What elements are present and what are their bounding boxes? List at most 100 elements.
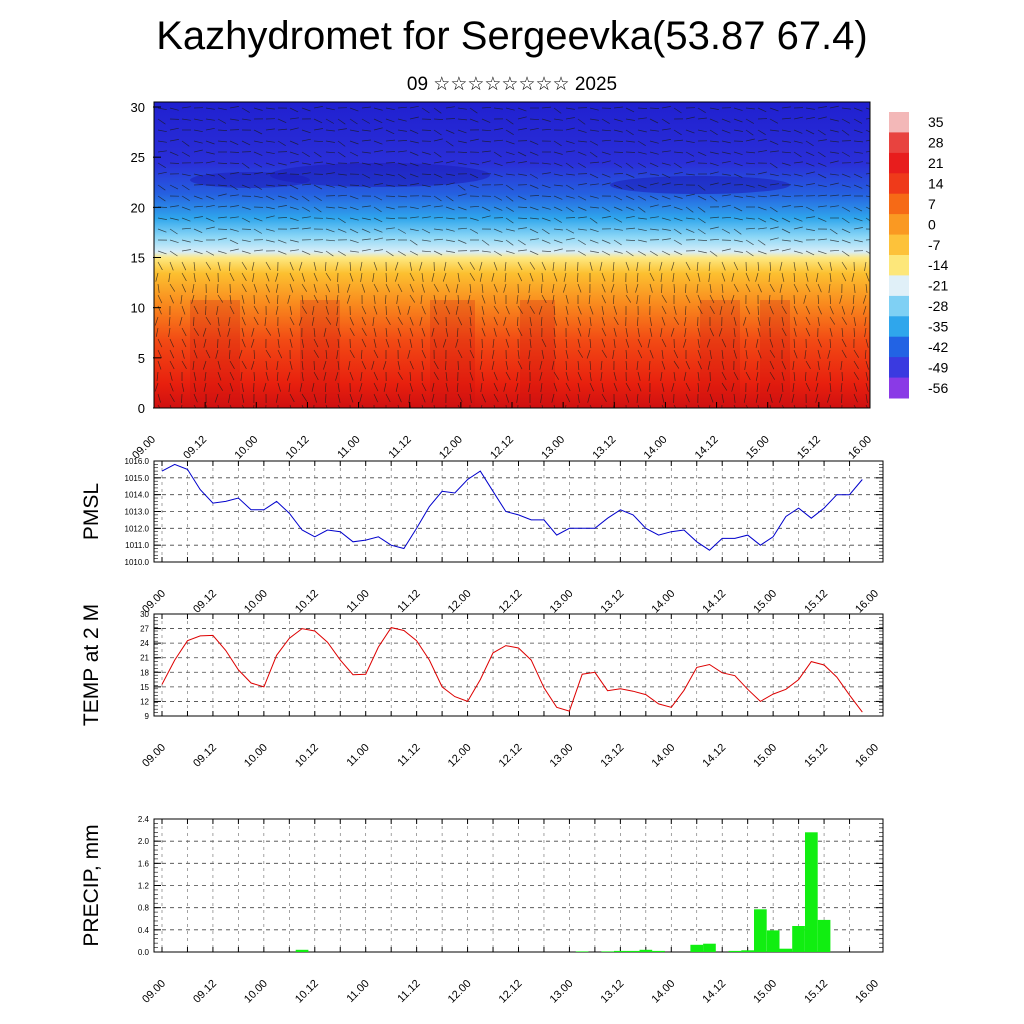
wind-barb	[757, 227, 767, 230]
wind-barb	[433, 316, 440, 325]
wind-barb	[625, 327, 628, 337]
wind-barb	[853, 316, 856, 326]
wind-barb	[817, 205, 827, 208]
wind-barb	[205, 160, 215, 164]
wind-barb	[625, 294, 632, 303]
wind-barb	[349, 349, 355, 358]
wind-barb	[349, 151, 359, 157]
wind-barb	[697, 250, 707, 254]
wind-barb	[601, 250, 611, 256]
wind-barb	[697, 338, 700, 348]
wind-barb	[298, 316, 303, 326]
wind-barb	[721, 194, 731, 197]
wind-barb	[505, 118, 514, 125]
wind-barb	[731, 382, 735, 392]
wind-barb	[589, 173, 599, 179]
wind-barb	[769, 107, 779, 112]
wind-barb	[673, 217, 683, 222]
wind-barb	[409, 239, 418, 246]
wind-barb	[769, 173, 779, 177]
wind-barb	[841, 305, 846, 315]
wind-barb	[361, 228, 371, 233]
wind-barb	[793, 404, 796, 408]
wind-barb	[707, 360, 711, 370]
wind-barb	[457, 151, 468, 153]
wind-barb	[733, 349, 737, 359]
wind-barb	[541, 283, 543, 294]
wind-barb	[589, 305, 594, 315]
wind-barb	[781, 404, 785, 408]
wind-barb	[217, 294, 224, 303]
wind-barb	[565, 349, 569, 359]
wind-barb	[541, 239, 551, 244]
wind-barb	[829, 228, 838, 235]
wind-barb	[516, 371, 519, 381]
wind-barb	[337, 194, 348, 197]
precip-bar	[754, 909, 767, 952]
wind-barb	[683, 338, 687, 348]
wind-barb	[793, 294, 795, 305]
wind-barb	[337, 184, 347, 188]
wind-barb	[181, 272, 187, 282]
wind-barb	[275, 283, 279, 293]
wind-barb	[193, 261, 196, 271]
wind-barb	[313, 261, 317, 271]
wind-barb	[286, 371, 291, 381]
wind-barb	[277, 162, 287, 166]
wind-barb	[793, 140, 803, 144]
wind-barb	[397, 371, 403, 380]
x-tick-label: 10.12	[284, 434, 312, 462]
wind-barb	[409, 283, 414, 293]
wind-barb	[325, 272, 332, 281]
x-tick-label: 14.12	[700, 588, 728, 616]
x-tick-label: 10.12	[293, 742, 321, 770]
wind-barb	[251, 327, 255, 337]
panel-frame	[153, 818, 884, 953]
wind-barb	[217, 283, 219, 294]
wind-barb	[373, 261, 378, 271]
wind-barb	[493, 305, 500, 314]
y-tick-label: 1016.0	[125, 457, 150, 466]
y-axis-label: PRECIP, mm	[80, 824, 103, 946]
x-tick-label: 11.00	[344, 978, 371, 1005]
page-subtitle: 09 ☆☆☆☆☆☆☆☆ 2025	[406, 74, 618, 95]
wind-barb	[229, 349, 231, 360]
wind-barb	[275, 305, 279, 315]
wind-barb	[361, 162, 371, 166]
wind-barb	[649, 151, 659, 155]
wind-barb	[373, 107, 383, 111]
colorbar-label: 0	[928, 216, 936, 232]
wind-barb	[793, 272, 796, 283]
wind-barb	[421, 305, 426, 315]
wind-barb	[829, 173, 839, 176]
wind-barb	[636, 294, 639, 304]
wind-barb	[349, 250, 359, 253]
y-tick-label: 20	[131, 200, 145, 215]
wind-barb	[407, 349, 411, 359]
wind-barb	[409, 105, 419, 109]
wind-barb	[577, 140, 587, 143]
wind-barb	[193, 250, 203, 255]
wind-barb	[589, 404, 592, 408]
wind-barb	[625, 107, 635, 113]
wind-barb	[371, 360, 375, 370]
wind-barb	[649, 228, 659, 231]
wind-barb	[181, 261, 187, 271]
wind-barb	[457, 227, 468, 230]
wind-barb	[289, 151, 299, 156]
wind-barb	[250, 338, 255, 348]
wind-barb	[745, 184, 755, 188]
wind-barb	[553, 228, 563, 231]
wind-barb	[601, 206, 610, 212]
colorbar-label: 21	[928, 155, 944, 171]
colorbar-swatch	[889, 173, 909, 195]
wind-barb	[265, 128, 275, 131]
wind-barb	[529, 217, 539, 220]
wind-barb	[781, 338, 785, 348]
wind-barb	[505, 239, 514, 246]
wind-barb	[625, 140, 635, 143]
wind-barb	[373, 127, 383, 131]
wind-barb	[325, 206, 335, 209]
wind-barb	[757, 404, 759, 408]
wind-barb	[721, 272, 726, 282]
